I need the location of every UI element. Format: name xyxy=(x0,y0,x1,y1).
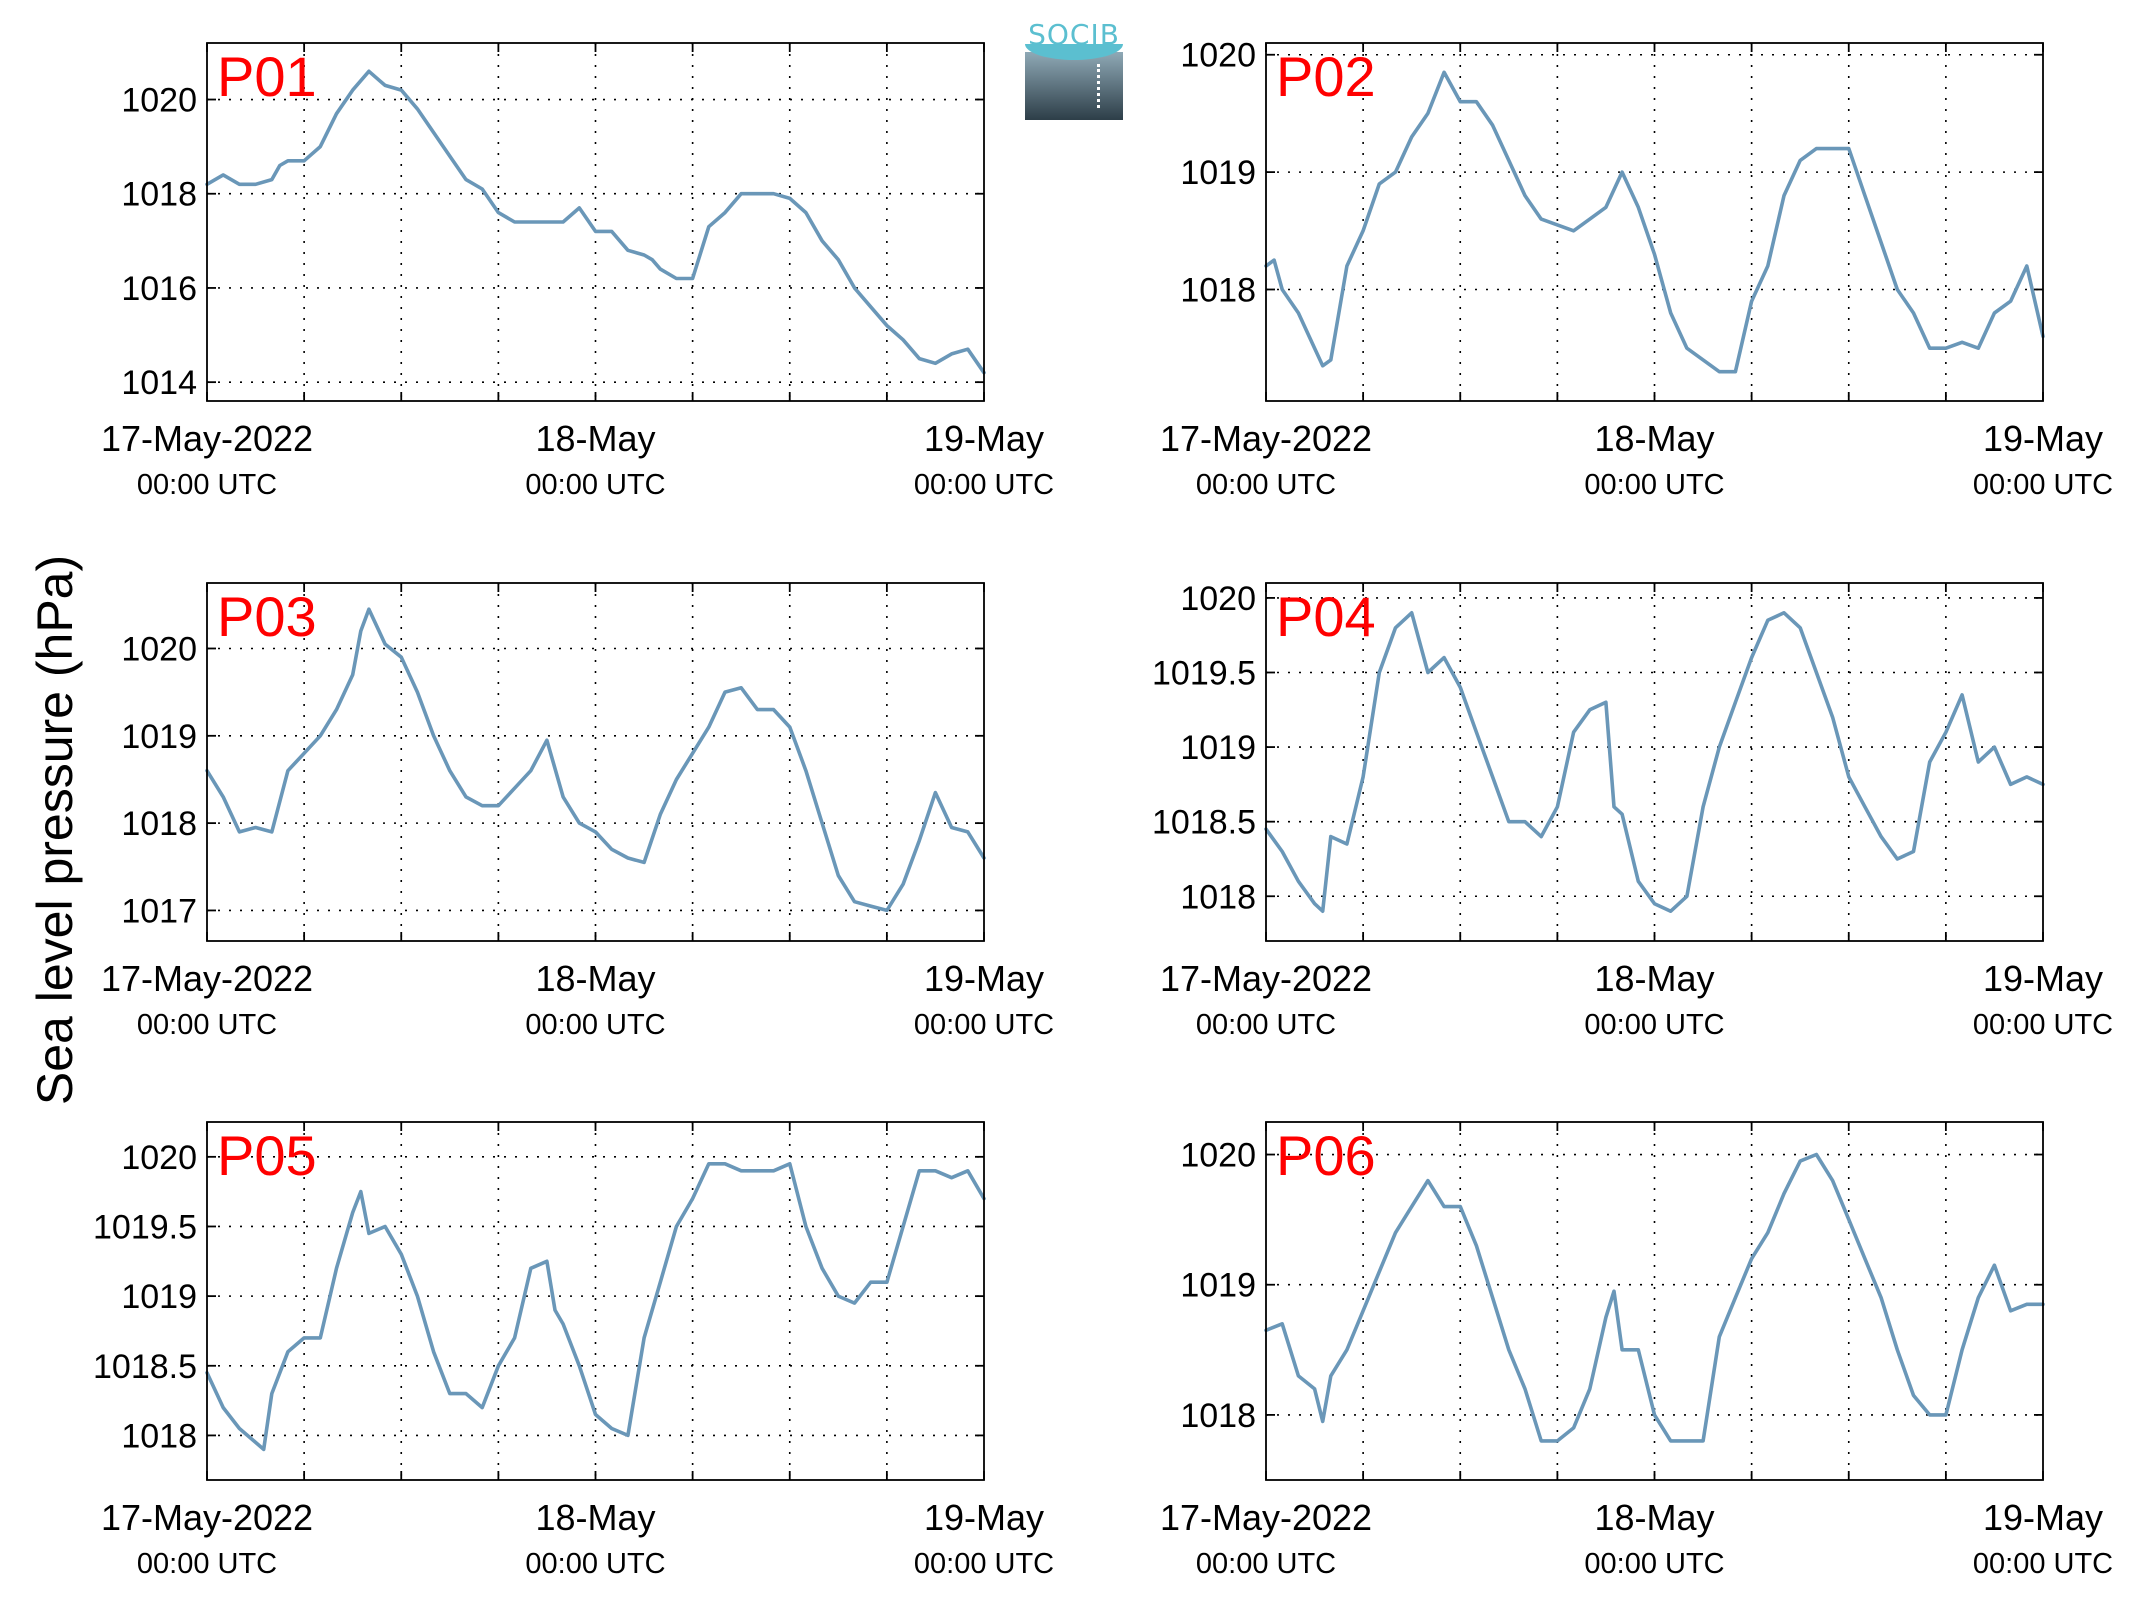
panel-label: P06 xyxy=(1276,1124,1376,1187)
x-tick-label: 18-May xyxy=(535,1497,655,1538)
x-tick-label: 18-May xyxy=(1594,418,1714,459)
series-line xyxy=(1264,611,2045,913)
x-tick-sublabel: 00:00 UTC xyxy=(525,469,665,501)
x-tick-sublabel: 00:00 UTC xyxy=(1973,1548,2113,1580)
x-tick-label: 19-May xyxy=(1983,958,2103,999)
plot-frame xyxy=(206,42,985,402)
x-tick-label: 19-May xyxy=(924,1497,1044,1538)
y-tick-label: 1017 xyxy=(121,892,197,930)
x-tick-label: 17-May-2022 xyxy=(1160,1497,1372,1538)
series-line xyxy=(205,607,986,913)
plot-frame xyxy=(1265,582,2044,942)
x-tick-sublabel: 00:00 UTC xyxy=(1973,1009,2113,1041)
y-tick-label: 1020 xyxy=(1180,37,1256,75)
logo-block xyxy=(1025,52,1123,120)
y-tick-label: 1019 xyxy=(121,718,197,756)
plot-frame xyxy=(1265,42,2044,402)
panel-label: P04 xyxy=(1276,585,1376,648)
x-tick-label: 18-May xyxy=(1594,958,1714,999)
y-tick-label: 1019.5 xyxy=(93,1208,197,1246)
x-tick-label: 17-May-2022 xyxy=(101,418,313,459)
plot-frame xyxy=(206,582,985,942)
x-tick-label: 17-May-2022 xyxy=(1160,958,1372,999)
x-tick-label: 19-May xyxy=(1983,1497,2103,1538)
panel-p03: 1017 1018 1019 1020 17-May-2022 00:00 UTC 18-M… xyxy=(101,582,1054,1041)
x-tick-sublabel: 00:00 UTC xyxy=(914,469,1054,501)
y-tick-label: 1014 xyxy=(121,364,197,402)
y-tick-label: 1020 xyxy=(1180,1137,1256,1175)
y-tick-label: 1020 xyxy=(1180,580,1256,618)
y-tick-label: 1020 xyxy=(121,1139,197,1177)
y-axis-label: Sea level pressure (hPa) xyxy=(27,555,83,1105)
x-tick-sublabel: 00:00 UTC xyxy=(525,1548,665,1580)
y-tick-label: 1018.5 xyxy=(93,1348,197,1386)
x-tick-label: 17-May-2022 xyxy=(1160,418,1372,459)
x-tick-sublabel: 00:00 UTC xyxy=(137,469,277,501)
x-tick-sublabel: 00:00 UTC xyxy=(137,1548,277,1580)
panel-p04: 1018 1018.5 1019 1019.5 1020 17-May-2022 00:00… xyxy=(1152,580,2113,1041)
panel-label: P05 xyxy=(217,1124,317,1187)
y-tick-label: 1018 xyxy=(121,176,197,214)
x-tick-label: 18-May xyxy=(535,958,655,999)
x-tick-sublabel: 00:00 UTC xyxy=(914,1009,1054,1041)
y-tick-label: 1019 xyxy=(1180,729,1256,767)
x-tick-sublabel: 00:00 UTC xyxy=(1196,1009,1336,1041)
logo-wave xyxy=(1025,44,1123,60)
x-tick-sublabel: 00:00 UTC xyxy=(1973,469,2113,501)
y-tick-label: 1018 xyxy=(1180,878,1256,916)
x-tick-label: 18-May xyxy=(535,418,655,459)
panel-label: P02 xyxy=(1276,45,1376,108)
x-tick-label: 19-May xyxy=(924,418,1044,459)
plot-frame xyxy=(1265,1121,2044,1481)
x-tick-label: 19-May xyxy=(1983,418,2103,459)
series-line xyxy=(1264,70,2045,374)
x-tick-sublabel: 00:00 UTC xyxy=(1196,1548,1336,1580)
x-tick-label: 18-May xyxy=(1594,1497,1714,1538)
x-tick-label: 17-May-2022 xyxy=(101,958,313,999)
y-tick-label: 1019.5 xyxy=(1152,655,1256,693)
y-tick-label: 1016 xyxy=(121,270,197,308)
y-tick-label: 1019 xyxy=(1180,154,1256,192)
y-tick-label: 1020 xyxy=(121,82,197,120)
panel-p02: 1018 1019 1020 17-May-2022 00:00 UTC 18-May 00… xyxy=(1160,37,2113,501)
y-tick-label: 1019 xyxy=(121,1278,197,1316)
y-tick-label: 1018 xyxy=(121,805,197,843)
panel-p01: 1014 1016 1018 1020 17-May-2022 00:00 UTC 18-M… xyxy=(101,42,1054,501)
y-tick-label: 1019 xyxy=(1180,1267,1256,1305)
x-tick-sublabel: 00:00 UTC xyxy=(1584,469,1724,501)
series-line xyxy=(1264,1152,2045,1443)
x-tick-label: 17-May-2022 xyxy=(101,1497,313,1538)
panel-label: P01 xyxy=(217,45,317,108)
socib-logo: SOCIB xyxy=(1025,18,1123,120)
x-tick-label: 19-May xyxy=(924,958,1044,999)
y-tick-label: 1018.5 xyxy=(1152,804,1256,842)
x-tick-sublabel: 00:00 UTC xyxy=(1584,1009,1724,1041)
x-tick-sublabel: 00:00 UTC xyxy=(1196,469,1336,501)
y-tick-label: 1020 xyxy=(121,630,197,668)
panel-p05: 1018 1018.5 1019 1019.5 1020 17-May-2022 00:00… xyxy=(93,1121,1054,1580)
x-tick-sublabel: 00:00 UTC xyxy=(525,1009,665,1041)
plot-frame xyxy=(206,1121,985,1481)
y-tick-label: 1018 xyxy=(1180,1397,1256,1435)
series-line xyxy=(205,69,986,375)
y-tick-label: 1018 xyxy=(1180,271,1256,309)
x-tick-sublabel: 00:00 UTC xyxy=(1584,1548,1724,1580)
x-tick-sublabel: 00:00 UTC xyxy=(137,1009,277,1041)
y-tick-label: 1018 xyxy=(121,1417,197,1455)
x-tick-sublabel: 00:00 UTC xyxy=(914,1548,1054,1580)
panel-label: P03 xyxy=(217,585,317,648)
panels-container: 1014 1016 1018 1020 17-May-2022 00:00 UTC 18-M… xyxy=(93,37,2113,1580)
logo-text: SOCIB xyxy=(1028,18,1120,51)
panel-p06: 1018 1019 1020 17-May-2022 00:00 UTC 18-May 00… xyxy=(1160,1121,2113,1580)
series-line xyxy=(205,1162,986,1452)
logo-dots xyxy=(1097,64,1100,108)
